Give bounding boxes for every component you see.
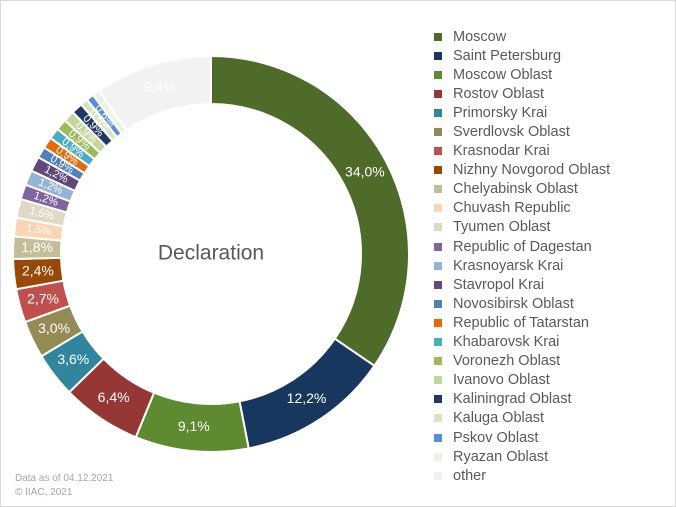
data-label-krasnodar-krai: 2,7%	[27, 290, 59, 306]
footnote-date: Data as of 04.12.2021	[15, 473, 114, 484]
legend-item-krasnodar-krai: Krasnodar Krai	[434, 142, 610, 161]
legend-item-chuvash-republic: Chuvash Republic	[434, 199, 610, 218]
legend-swatch	[434, 51, 442, 60]
legend-swatch	[434, 395, 442, 404]
legend-item-primorsky-krai: Primorsky Krai	[434, 103, 610, 122]
legend-swatch	[434, 108, 442, 117]
legend-label: Krasnoyarsk Krai	[453, 257, 564, 274]
legend-label: Chuvash Republic	[453, 200, 571, 217]
legend-item-rostov-oblast: Rostov Oblast	[434, 84, 610, 103]
data-label-moscow: 34,0%	[345, 164, 385, 180]
legend-label: Stavropol Krai	[453, 276, 545, 293]
legend-item-nizhny-novgorod-oblast: Nizhny Novgorod Oblast	[434, 161, 610, 180]
data-label-sverdlovsk-oblast: 3,0%	[38, 320, 70, 336]
legend-swatch	[434, 261, 442, 270]
legend-item-moscow: Moscow	[434, 27, 610, 46]
legend-swatch	[434, 471, 442, 480]
legend-swatch	[434, 318, 442, 327]
legend-item-chelyabinsk-oblast: Chelyabinsk Oblast	[434, 180, 610, 199]
slice-moscow	[210, 54, 410, 368]
legend-swatch	[434, 166, 442, 175]
legend-item-krasnoyarsk-krai: Krasnoyarsk Krai	[434, 256, 610, 275]
legend-label: Chelyabinsk Oblast	[453, 181, 578, 198]
legend-swatch	[434, 32, 442, 41]
legend-swatch	[434, 128, 442, 137]
legend-item-khabarovsk-krai: Khabarovsk Krai	[434, 333, 610, 352]
legend-label: Krasnodar Krai	[453, 143, 550, 160]
legend-label: Ivanovo Oblast	[453, 372, 550, 389]
legend-item-saint-petersburg: Saint Petersburg	[434, 46, 610, 65]
legend-label: Kaluga Oblast	[453, 410, 545, 427]
legend-swatch	[434, 280, 442, 289]
legend-item-kaliningrad-oblast: Kaliningrad Oblast	[434, 390, 610, 409]
legend-item-sverdlovsk-oblast: Sverdlovsk Oblast	[434, 122, 610, 141]
legend-label: Republic of Dagestan	[453, 238, 592, 255]
legend-label: Sverdlovsk Oblast	[453, 124, 570, 141]
legend-swatch	[434, 223, 442, 232]
legend-swatch	[434, 185, 442, 194]
legend-swatch	[434, 89, 442, 98]
legend-item-pskov-oblast: Pskov Oblast	[434, 428, 610, 447]
legend-item-republic-of-tatarstan: Republic of Tatarstan	[434, 313, 610, 332]
legend-label: Moscow	[453, 28, 507, 45]
legend-swatch	[434, 242, 442, 251]
center-label: Declaration	[158, 242, 264, 265]
legend-swatch	[434, 452, 442, 461]
data-label-primorsky-krai: 3,6%	[57, 351, 89, 367]
legend-label: other	[453, 467, 487, 484]
legend-item-novosibirsk-oblast: Novosibirsk Oblast	[434, 294, 610, 313]
footnote-copyright: © IIAC, 2021	[15, 487, 73, 498]
legend-swatch	[434, 338, 442, 347]
legend-label: Primorsky Krai	[453, 104, 548, 121]
data-label-chuvash-republic: 1,5%	[25, 222, 52, 237]
legend-swatch	[434, 147, 442, 156]
legend-item-tyumen-oblast: Tyumen Oblast	[434, 218, 610, 237]
legend-swatch	[434, 204, 442, 213]
legend-label: Tyumen Oblast	[453, 219, 551, 236]
legend-swatch	[434, 376, 442, 385]
legend-label: Ryazan Oblast	[453, 448, 549, 465]
legend-item-moscow-oblast: Moscow Oblast	[434, 65, 610, 84]
legend-item-ivanovo-oblast: Ivanovo Oblast	[434, 371, 610, 390]
legend-label: Nizhny Novgorod Oblast	[453, 162, 611, 179]
legend-swatch	[434, 433, 442, 442]
data-label-moscow-oblast: 9,1%	[178, 418, 210, 434]
legend-item-ryazan-oblast: Ryazan Oblast	[434, 447, 610, 466]
data-label-rostov-oblast: 6,4%	[98, 389, 130, 405]
legend-item-voronezh-oblast: Voronezh Oblast	[434, 352, 610, 371]
legend-item-republic-of-dagestan: Republic of Dagestan	[434, 237, 610, 256]
legend-label: Republic of Tatarstan	[453, 314, 589, 331]
data-label-saint-petersburg: 12,2%	[287, 390, 327, 406]
legend-label: Khabarovsk Krai	[453, 334, 560, 351]
legend-swatch	[434, 357, 442, 366]
legend-swatch	[434, 414, 442, 423]
legend-item-stavropol-krai: Stavropol Krai	[434, 275, 610, 294]
legend-item-other: other	[434, 466, 610, 485]
legend-label: Pskov Oblast	[453, 429, 539, 446]
data-label-nizhny-novgorod-oblast: 2,4%	[22, 262, 54, 278]
legend-label: Moscow Oblast	[453, 66, 553, 83]
legend-label: Saint Petersburg	[453, 47, 562, 64]
legend-label: Kaliningrad Oblast	[453, 391, 572, 408]
legend: Moscow Saint Petersburg Moscow Oblast Rosto…	[434, 27, 610, 485]
data-label-chelyabinsk-oblast: 1,8%	[21, 239, 53, 255]
slice-other	[97, 54, 212, 132]
data-label-other: 9,4%	[144, 78, 176, 94]
legend-swatch	[434, 70, 442, 79]
legend-item-kaluga-oblast: Kaluga Oblast	[434, 409, 610, 428]
legend-label: Voronezh Oblast	[453, 353, 561, 370]
legend-swatch	[434, 299, 442, 308]
legend-label: Rostov Oblast	[453, 85, 545, 102]
data-label-tyumen-oblast: 1,5%	[28, 205, 55, 223]
legend-label: Novosibirsk Oblast	[453, 295, 574, 312]
